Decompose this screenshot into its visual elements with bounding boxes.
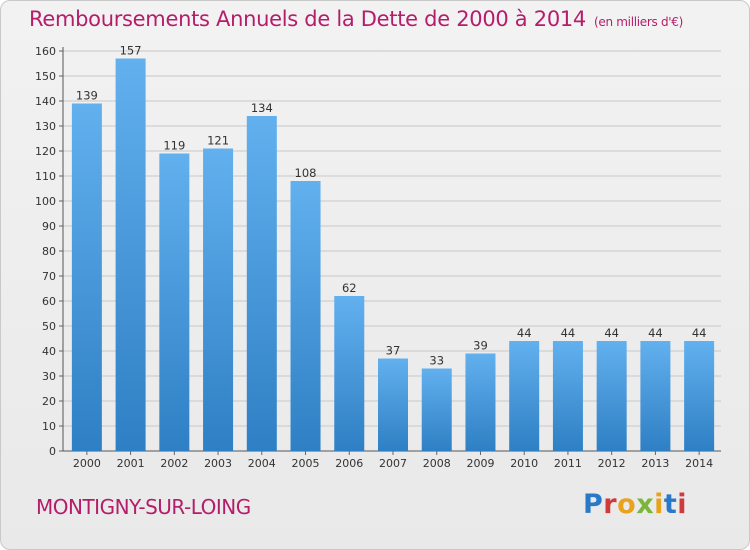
y-tick-label: 130 [35,120,56,133]
y-tick-label: 110 [35,170,56,183]
x-tick-label: 2003 [204,457,232,470]
bar [71,103,102,451]
bar [465,353,496,451]
bar [378,358,408,451]
y-tick-label: 100 [35,195,56,208]
y-tick-label: 20 [42,395,56,408]
data-label: 44 [692,326,707,340]
y-tick-label: 140 [35,95,56,108]
data-label: 108 [295,166,317,180]
bar [115,58,146,451]
bar [596,341,627,451]
x-tick-label: 2004 [248,457,276,470]
proxiti-logo[interactable]: Proxiti [583,489,688,520]
bar [203,148,234,451]
data-label: 44 [517,326,532,340]
x-tick-label: 2014 [685,457,713,470]
x-tick-label: 2011 [554,457,582,470]
x-tick-label: 2009 [466,457,494,470]
chart-title: Remboursements Annuels de la Dette de 20… [29,7,683,31]
x-tick-label: 2005 [292,457,320,470]
x-tick-label: 2010 [510,457,538,470]
x-tick-label: 2006 [335,457,363,470]
y-tick-label: 10 [42,420,56,433]
bar [552,341,583,451]
y-tick-label: 80 [42,245,56,258]
data-label: 62 [342,281,357,295]
bar [246,116,277,451]
x-tick-label: 2012 [598,457,626,470]
y-tick-label: 0 [49,445,56,458]
data-label: 157 [120,44,142,58]
commune-name: MONTIGNY-SUR-LOING [36,495,251,519]
x-tick-label: 2013 [641,457,669,470]
y-tick-label: 60 [42,295,56,308]
bar [290,181,321,451]
chart-subtitle: (en milliers d'€) [594,15,684,29]
x-tick-label: 2000 [73,457,101,470]
bar [509,341,540,451]
bar [334,296,365,451]
chart-title-text: Remboursements Annuels de la Dette de 20… [29,7,586,31]
data-label: 39 [473,339,488,353]
data-label: 33 [429,354,444,368]
bar [684,341,715,451]
y-tick-label: 150 [35,70,56,83]
data-label: 37 [386,344,401,358]
y-tick-label: 90 [42,220,56,233]
x-tick-label: 2008 [423,457,451,470]
data-label: 139 [76,89,98,103]
data-label: 44 [648,326,663,340]
x-tick-label: 2001 [117,457,145,470]
y-tick-label: 30 [42,370,56,383]
data-label: 121 [207,134,229,148]
data-label: 44 [561,326,576,340]
y-tick-label: 70 [42,270,56,283]
y-tick-label: 120 [35,145,56,158]
data-label: 44 [604,326,619,340]
data-label: 134 [251,101,273,115]
y-tick-label: 160 [35,45,56,58]
x-tick-label: 2007 [379,457,407,470]
x-tick-label: 2002 [160,457,188,470]
bar [421,368,452,451]
bar [159,153,190,451]
y-tick-label: 40 [42,345,56,358]
y-tick-label: 50 [42,320,56,333]
data-label: 119 [163,139,185,153]
bar [640,341,671,451]
